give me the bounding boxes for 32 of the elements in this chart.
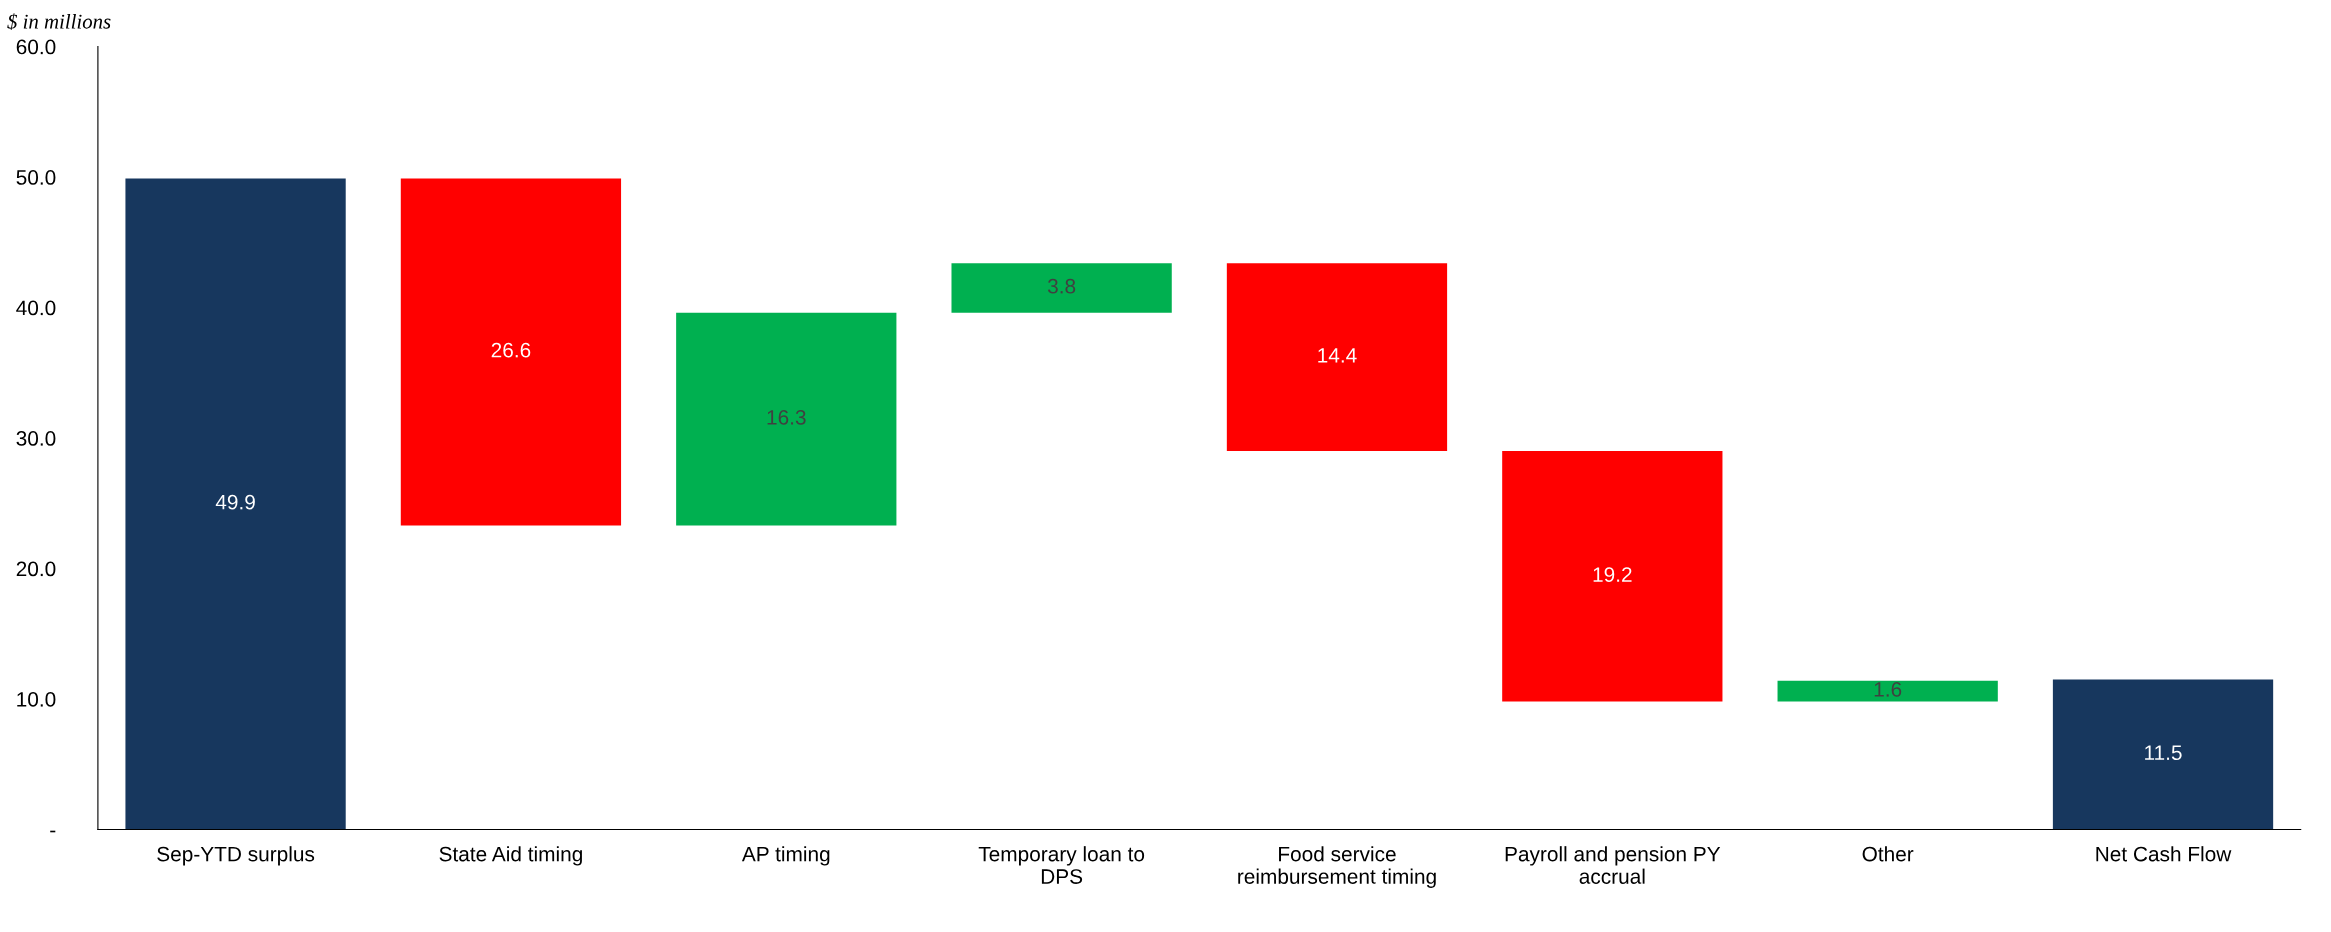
bar xyxy=(1226,263,1448,452)
x-tick-label: Sep-YTD surplus xyxy=(157,846,315,866)
data-label: 26.6 xyxy=(491,342,531,358)
x-tick-label: State Aid timing xyxy=(439,846,582,866)
bar xyxy=(1777,680,1998,702)
data-label: 49.9 xyxy=(215,494,255,510)
x-tick-label: AP timing xyxy=(741,846,830,866)
bar xyxy=(400,178,622,526)
x-tick-label: Other xyxy=(1862,846,1914,862)
bar xyxy=(2052,679,2274,830)
data-label: 11.5 xyxy=(2145,745,2182,761)
bar xyxy=(676,312,897,526)
data-label: 3.8 xyxy=(1047,278,1076,294)
y-tick-label: - xyxy=(50,830,56,833)
data-label: 14.4 xyxy=(1318,348,1357,363)
y-tick-label: 50.0 xyxy=(16,170,56,185)
data-label: 19.2 xyxy=(1593,567,1632,582)
data-label: 16.3 xyxy=(767,409,806,425)
y-tick-label: 40.0 xyxy=(16,300,56,316)
x-tick-label: Temporary loan to DPS xyxy=(978,846,1145,884)
bar xyxy=(125,178,346,830)
x-tick-label: Food service reimbursement timing xyxy=(1238,846,1436,889)
bar xyxy=(951,263,1172,313)
y-tick-label: 20.0 xyxy=(16,561,56,577)
y-tick-label: 60.0 xyxy=(16,39,56,55)
y-tick-label: 10.0 xyxy=(17,692,56,707)
bar xyxy=(1502,451,1723,702)
y-tick-label: 30.0 xyxy=(16,431,56,446)
data-label: 1.6 xyxy=(1874,682,1902,697)
x-tick-label: Payroll and pension PY accrual xyxy=(1505,846,1721,884)
x-tick-label: Net Cash Flow xyxy=(2096,846,2232,862)
y-axis-title: $ in millions xyxy=(7,13,111,31)
